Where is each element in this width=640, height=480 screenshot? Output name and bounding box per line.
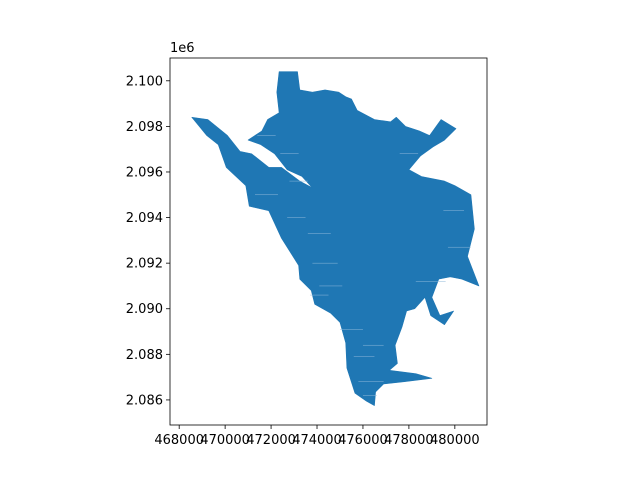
y-tick-label: 2.088 xyxy=(126,348,163,363)
y-tick-label: 2.100 xyxy=(126,74,163,89)
x-axis: 4680004700004720004740004760004780004800… xyxy=(154,425,480,448)
y-tick-label: 2.094 xyxy=(126,211,163,226)
y-tick-label: 2.090 xyxy=(126,302,163,317)
y-tick-label: 2.092 xyxy=(126,257,163,272)
y-tick-label: 2.098 xyxy=(126,120,163,135)
region-polygon xyxy=(191,71,480,406)
x-tick-label: 470000 xyxy=(200,433,250,448)
y-offset-label: 1e6 xyxy=(170,41,195,56)
x-tick-label: 478000 xyxy=(384,433,434,448)
plot-area xyxy=(191,71,480,406)
y-axis: 2.086 2.088 2.090 2.092 2.094 2.096 2.098 2.100 xyxy=(126,74,170,408)
x-tick-label: 474000 xyxy=(292,433,342,448)
x-tick-label: 480000 xyxy=(430,433,480,448)
axes-frame xyxy=(169,57,488,426)
x-tick-label: 472000 xyxy=(246,433,296,448)
x-tick-label: 468000 xyxy=(154,433,204,448)
polygon-seams xyxy=(254,135,471,396)
x-tick-label: 476000 xyxy=(338,433,388,448)
y-tick-label: 2.096 xyxy=(126,165,163,180)
y-tick-label: 2.086 xyxy=(126,393,163,408)
